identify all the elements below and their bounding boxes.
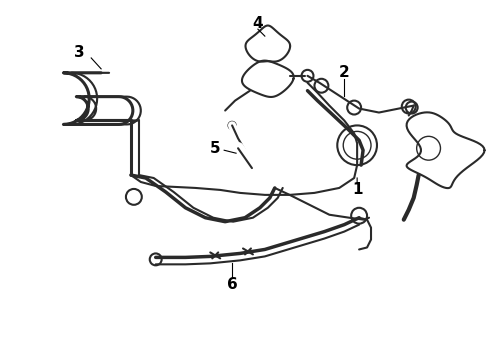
Text: 4: 4 — [252, 16, 263, 31]
Text: 2: 2 — [339, 65, 349, 80]
Text: 1: 1 — [352, 183, 363, 197]
Text: 3: 3 — [74, 45, 85, 60]
Text: 5: 5 — [210, 141, 220, 156]
Text: 6: 6 — [227, 277, 238, 292]
